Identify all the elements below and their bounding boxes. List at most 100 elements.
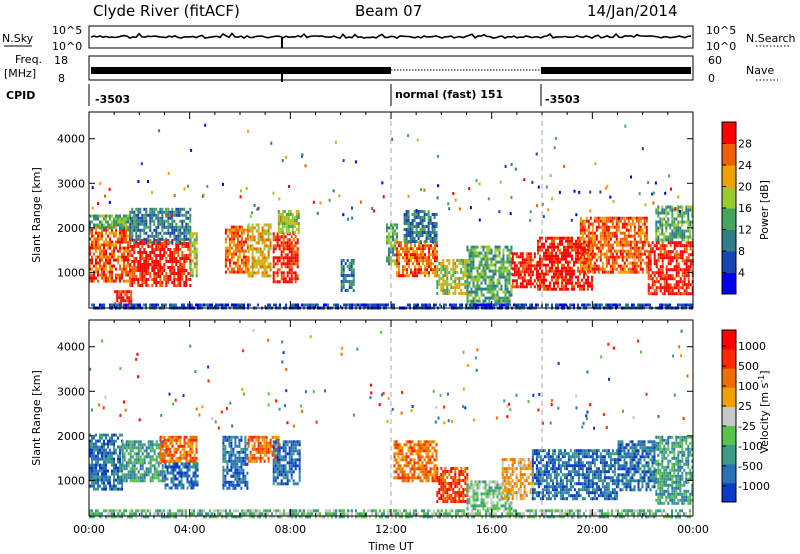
power-ylabel: Slant Range [km] [30,167,43,263]
nsky-tick-bottom: 10^0 [52,40,82,53]
freq-tick-bottom: 8 [58,72,65,85]
power-colorbar-tick: 24 [738,159,752,172]
power-colorbar-tick: 4 [738,267,745,280]
velocity-colorbar-swatch [722,387,736,407]
velocity-colorbar-tick: -25 [738,420,756,433]
power-region [129,239,192,287]
velocity-colorbar-swatch [722,349,736,369]
power-region [436,259,469,295]
power-colorbar-swatch [722,251,736,273]
velocity-region [436,467,469,503]
velocity-region [531,449,618,501]
velocity-region [121,440,166,483]
cpid-row: CPID -3503 normal (fast) 151 -3503 [6,84,580,106]
velocity-colorbar: 1000 500 100 25 -25 -100 -500 -1000 [721,329,770,503]
power-region [89,225,131,283]
velocity-region [159,435,198,463]
power-region [403,210,438,243]
velocity-colorbar-label: Velocity [m s-1] [757,370,772,453]
power-colorbar: 28 24 20 16 12 8 4 [721,121,752,295]
time-tick-label: 12:00 [375,523,407,536]
velocity-ytick-label: 3000 [57,385,85,398]
velocity-colorbar-swatch [722,368,736,388]
velocity-colorbar-tick: 1000 [738,340,766,353]
power-colorbar-swatch [722,208,736,230]
time-tick-label: 00:00 [73,523,105,536]
power-region [272,232,299,284]
cpid-segment-1: -3503 [95,93,130,106]
velocity-colorbar-swatch [722,463,736,484]
power-colorbar-tick: 20 [738,181,752,194]
freq-tick-top: 18 [54,54,68,67]
velocity-region [222,435,249,490]
velocity-region [272,440,301,486]
power-region [277,210,300,234]
power-colorbar-swatch [722,165,736,187]
time-tick-label: 00:00 [677,523,709,536]
velocity-region [655,435,694,505]
nsky-label: N.Sky [2,32,34,45]
nsky-tick-top: 10^5 [52,24,82,37]
velocity-region [466,480,513,511]
velocity-colorbar-swatch [722,406,736,427]
date-title: 14/Jan/2014 [587,2,678,20]
cpid-segment-2: normal (fast) 151 [395,88,503,101]
velocity-region [501,458,534,501]
power-colorbar-swatch [722,229,736,252]
power-region [647,241,694,296]
power-region [91,303,693,310]
velocity-colorbar-tick: 25 [738,400,752,413]
power-panel: 1000 2000 3000 4000 Slant Range [km] 28 24 20… [30,111,771,310]
power-region [655,205,694,242]
velocity-heatmap [89,329,694,519]
nsky-panel: N.Sky 10^5 10^0 10^5 10^0 N.Search [2,24,796,53]
cpid-segment-3: -3503 [545,93,580,106]
power-ytick-label: 3000 [57,177,85,190]
power-ytick-label: 2000 [57,222,85,235]
power-ytick-label: 4000 [57,133,85,146]
power-colorbar-swatch [722,272,736,295]
velocity-colorbar-swatch [722,482,736,503]
velocity-scatter [89,329,689,430]
freq-unit: [MHz] [4,67,36,80]
time-axis-label: Time UT [367,540,413,553]
power-colorbar-label: Power [dB] [758,180,771,240]
power-colorbar-tick: 12 [738,224,752,237]
velocity-colorbar-swatch [722,330,736,350]
freq-label: Freq. [15,53,42,66]
nave-tick-bottom: 0 [708,72,715,85]
time-tick-label: 08:00 [274,523,306,536]
freq-panel: Freq. [MHz] 18 8 60 0 Nave [4,53,778,85]
time-tick-label: 16:00 [476,523,508,536]
velocity-ytick-label: 1000 [57,474,85,487]
velocity-ylabel: Slant Range [km] [30,370,43,466]
velocity-panel: 1000 2000 3000 4000 Slant Range [km] 1000 50… [30,319,772,519]
velocity-ytick-label: 2000 [57,430,85,443]
power-region [396,241,438,278]
velocity-colorbar-tick: 500 [738,360,759,373]
velocity-colorbar-swatch [722,444,736,465]
power-colorbar-tick: 28 [738,138,752,151]
power-ytick-label: 1000 [57,266,85,279]
time-tick-label: 04:00 [174,523,206,536]
velocity-colorbar-tick: -1000 [738,480,770,493]
time-axis: 00:00 04:00 08:00 12:00 16:00 20:00 00:00 [73,523,709,536]
nsearch-tick-top: 10^5 [706,24,736,37]
power-region [340,259,355,292]
power-scatter [91,123,681,222]
power-colorbar-swatch [722,122,736,144]
power-region [189,232,198,278]
power-colorbar-swatch [722,186,736,209]
velocity-colorbar-swatch [722,425,736,446]
velocity-colorbar-tick: -500 [738,460,763,473]
nave-tick-top: 60 [708,54,722,67]
nave-label: Nave [746,64,774,77]
nsky-trace [90,32,692,40]
power-region [511,252,538,289]
power-region [224,225,249,274]
power-region [579,216,648,274]
velocity-colorbar-tick: 100 [738,380,759,393]
station-title: Clyde River (fitACF) [93,2,240,20]
nsearch-tick-bottom: 10^0 [706,40,736,53]
